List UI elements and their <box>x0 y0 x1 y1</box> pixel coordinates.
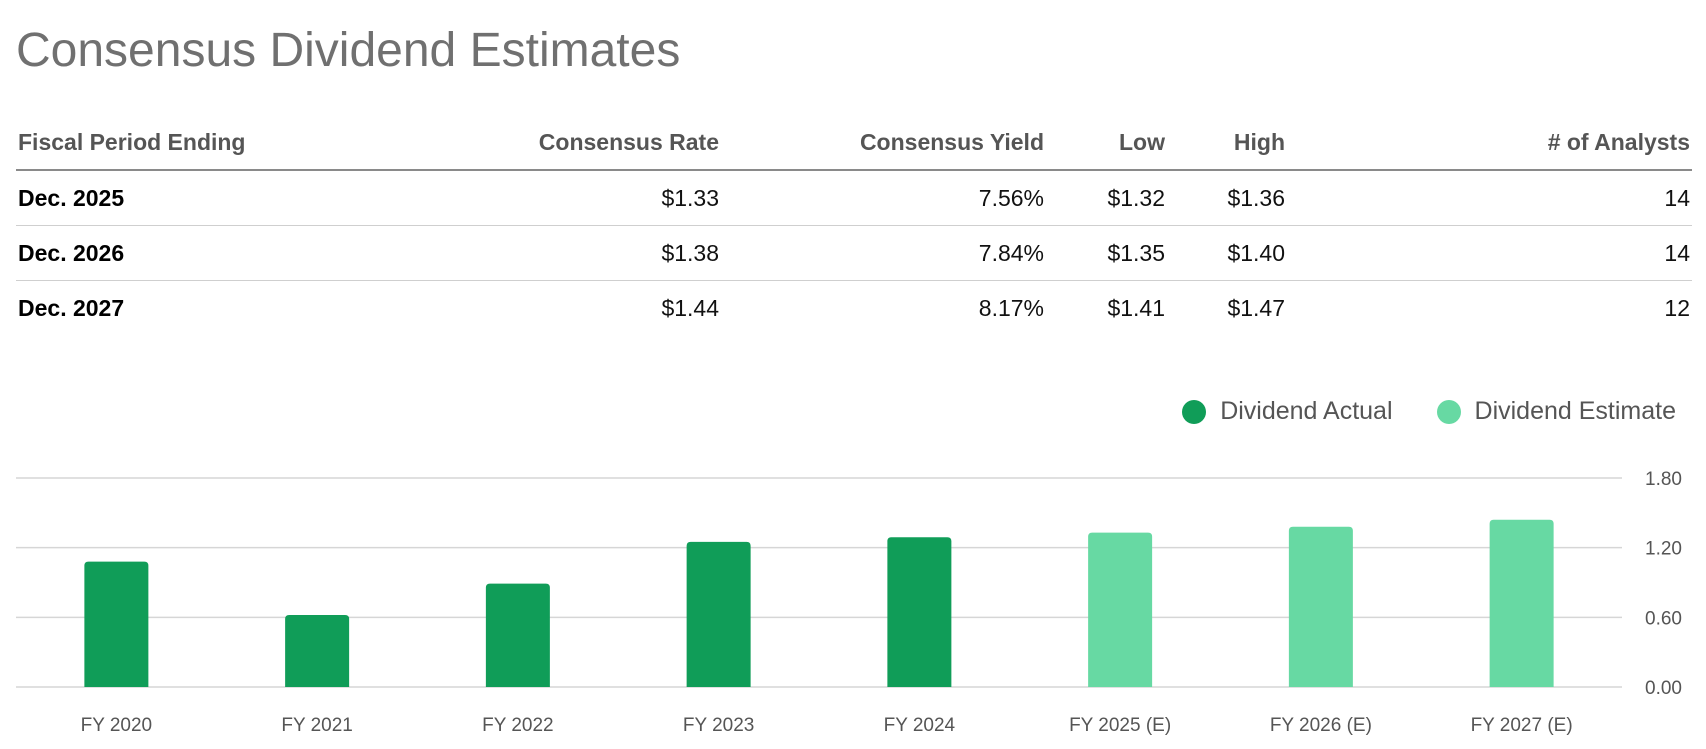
consensus-yield-cell: 7.56% <box>721 170 1046 226</box>
header-low[interactable]: Low <box>1046 116 1167 171</box>
table-header-row: Fiscal Period Ending Consensus Rate Cons… <box>16 116 1692 171</box>
legend-item-actual[interactable]: Dividend Actual <box>1182 397 1393 426</box>
header-consensus-yield[interactable]: Consensus Yield <box>721 116 1046 171</box>
table-row: Dec. 2025 $1.33 7.56% $1.32 $1.36 14 <box>16 170 1692 226</box>
bar-actual <box>285 615 350 687</box>
legend-dot-actual <box>1182 399 1207 424</box>
num-analysts-cell: 14 <box>1287 170 1692 226</box>
bar-estimate <box>1288 526 1353 687</box>
x-tick-label: FY 2024 <box>884 715 956 736</box>
x-tick-label: FY 2023 <box>683 715 754 736</box>
header-high[interactable]: High <box>1167 116 1287 171</box>
low-cell: $1.35 <box>1046 225 1167 281</box>
legend-label-actual: Dividend Actual <box>1220 397 1393 425</box>
x-tick-label: FY 2026 (E) <box>1270 715 1372 736</box>
y-tick-label: 0.60 <box>1645 608 1682 629</box>
bar-actual <box>84 561 149 687</box>
header-num-analysts[interactable]: # of Analysts <box>1287 116 1692 171</box>
legend-item-estimate[interactable]: Dividend Estimate <box>1436 397 1676 426</box>
bar-actual <box>485 583 550 687</box>
consensus-yield-cell: 8.17% <box>978 294 1044 321</box>
x-tick-label: FY 2021 <box>281 715 352 736</box>
chart-legend: Dividend Actual Dividend Estimate <box>1138 397 1676 426</box>
dividend-estimates-table: Fiscal Period Ending Consensus Rate Cons… <box>16 116 1692 335</box>
table-row: Dec. 2027 $1.44 8.17% $1.41 $1.47 12 <box>16 281 1692 336</box>
fiscal-period-cell: Dec. 2025 <box>16 170 256 226</box>
num-analysts-cell: 12 <box>1664 294 1690 321</box>
consensus-rate-cell: $1.33 <box>256 170 721 226</box>
low-cell: $1.32 <box>1046 170 1167 226</box>
low-cell: $1.41 <box>1107 294 1165 321</box>
bar-actual <box>887 537 952 687</box>
y-tick-label: 0.00 <box>1645 678 1682 699</box>
high-cell: $1.36 <box>1167 170 1287 226</box>
legend-label-estimate: Dividend Estimate <box>1474 397 1676 425</box>
num-analysts-cell: 14 <box>1287 225 1692 281</box>
legend-dot-estimate <box>1436 399 1461 424</box>
x-tick-label: FY 2025 (E) <box>1069 715 1171 736</box>
y-tick-label: 1.80 <box>1645 469 1682 490</box>
y-tick-label: 1.20 <box>1645 539 1682 560</box>
high-cell: $1.47 <box>1227 294 1285 321</box>
bar-estimate <box>1088 532 1153 687</box>
high-cell: $1.40 <box>1167 225 1287 281</box>
consensus-yield-cell: 7.84% <box>721 225 1046 281</box>
fiscal-period-cell: Dec. 2027 <box>18 294 125 321</box>
bar-actual <box>686 541 751 687</box>
x-tick-label: FY 2020 <box>81 715 152 736</box>
table-row: Dec. 2026 $1.38 7.84% $1.35 $1.40 14 <box>16 225 1692 281</box>
dividend-bar-chart: 0.00 0.60 1.20 1.80 FY 2020 FY 2021 FY 2022 FY … <box>16 469 1682 736</box>
x-tick-label: FY 2022 <box>482 715 553 736</box>
page-title: Consensus Dividend Estimates <box>16 24 681 77</box>
x-tick-label: FY 2027 (E) <box>1471 715 1573 736</box>
header-fiscal-period[interactable]: Fiscal Period Ending <box>16 116 256 171</box>
fiscal-period-cell: Dec. 2026 <box>16 225 256 281</box>
consensus-rate-cell: $1.44 <box>661 294 719 321</box>
header-consensus-rate[interactable]: Consensus Rate <box>256 116 721 171</box>
bar-estimate <box>1489 519 1554 687</box>
consensus-rate-cell: $1.38 <box>256 225 721 281</box>
